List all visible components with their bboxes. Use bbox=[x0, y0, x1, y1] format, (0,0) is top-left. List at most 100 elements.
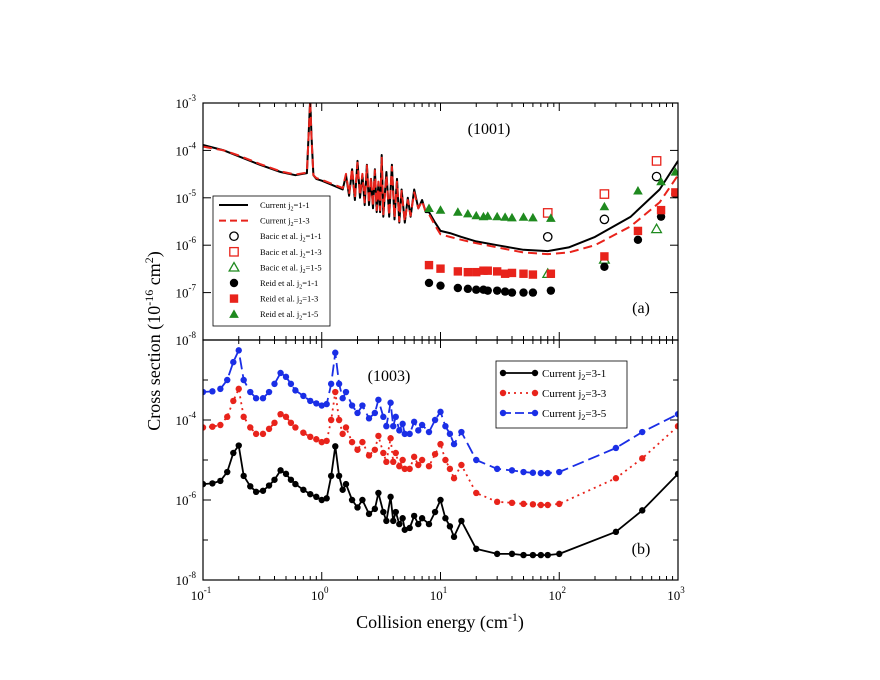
panel-b-data-point bbox=[287, 476, 295, 483]
panel-b-data-point bbox=[674, 410, 678, 418]
panel-a-data-point bbox=[633, 235, 643, 244]
panel-b-data-point bbox=[410, 453, 418, 461]
panel-b-data-point bbox=[365, 415, 373, 422]
panel-b-data-point bbox=[520, 468, 527, 476]
panel-b-data-point bbox=[224, 376, 231, 384]
panel-b-data-point bbox=[348, 496, 356, 504]
panel-b-data-point bbox=[203, 388, 207, 396]
panel-b-data-point bbox=[544, 501, 551, 509]
legend-label: Reid et al. j2=1-5 bbox=[260, 309, 318, 322]
panel-b-data-point bbox=[307, 397, 314, 405]
panel-b-data-point bbox=[217, 385, 224, 393]
panel-b-data-point bbox=[418, 456, 426, 464]
panel-b-data-point bbox=[359, 402, 366, 409]
panel-b-data-point bbox=[446, 523, 454, 530]
y-tick-label: 10-3 bbox=[176, 93, 197, 111]
legend-label: Bacic et al. j2=1-5 bbox=[260, 262, 322, 275]
panel-a-data-point bbox=[651, 171, 662, 182]
panel-b-label: (b) bbox=[632, 541, 651, 558]
panel-b-data-point bbox=[415, 520, 422, 528]
panel-b-data-point bbox=[437, 496, 444, 504]
panel-b-data-point bbox=[265, 425, 273, 433]
panel-b-data-point bbox=[335, 416, 343, 424]
panel-b-data-point bbox=[390, 458, 397, 466]
panel-b-data-point bbox=[458, 517, 465, 525]
panel-b-data-point bbox=[399, 420, 406, 428]
panel-b-data-point bbox=[235, 347, 242, 354]
panel-b-data-point bbox=[265, 482, 273, 489]
panel-a-data-point bbox=[528, 288, 538, 297]
panel-a-data-point bbox=[472, 285, 481, 294]
panel-b-data-point bbox=[354, 504, 361, 511]
legend-marker-sample bbox=[229, 309, 239, 318]
panel-a-legend-item-0: Current j2=1-1 bbox=[219, 200, 310, 213]
panel-a-data-point bbox=[482, 211, 493, 220]
panel-b-data-point bbox=[365, 510, 373, 518]
panel-b-data-point bbox=[217, 477, 224, 485]
panel-b-data-point bbox=[529, 551, 537, 559]
panel-b-data-point bbox=[259, 487, 267, 494]
panel-b-data-point bbox=[332, 443, 339, 450]
panel-b: 10-8 10-6 10-4 10-1 100 101 102 103 (1003) (b)… bbox=[176, 339, 685, 603]
panel-b-data-point bbox=[556, 500, 563, 508]
x-tick-label: 10-1 bbox=[191, 585, 212, 603]
panel-b-data-point bbox=[508, 467, 516, 474]
panel-a-data-point bbox=[599, 201, 610, 211]
panel-a-data-point bbox=[492, 211, 502, 221]
panel-b-data-point bbox=[240, 376, 247, 384]
panel-a-series-6 bbox=[424, 188, 678, 279]
legend-label: Reid et al. j2=1-1 bbox=[260, 278, 318, 291]
panel-a-data-point bbox=[492, 267, 502, 276]
panel-b-data-point bbox=[339, 486, 346, 493]
legend-label: Current j2=1-1 bbox=[260, 200, 310, 213]
panel-b-data-point bbox=[529, 501, 537, 508]
panel-a-legend-item-6: Reid et al. j2=1-3 bbox=[229, 294, 318, 306]
panel-b-data-point bbox=[473, 545, 480, 553]
panel-b-data-point bbox=[406, 430, 413, 438]
panel-b-data-point bbox=[437, 440, 444, 448]
panel-a-data-point bbox=[600, 252, 609, 261]
panel-b-data-point bbox=[282, 470, 290, 478]
panel-b-data-point bbox=[383, 517, 390, 525]
panel-b-data-point bbox=[371, 505, 379, 513]
x-tick-label: 101 bbox=[430, 585, 448, 603]
panel-b-data-point bbox=[380, 508, 387, 516]
panel-b-data-point bbox=[639, 455, 646, 462]
panel-b-data-point bbox=[442, 515, 449, 522]
panel-b-data-point bbox=[240, 472, 247, 480]
panel-b-data-point bbox=[639, 428, 646, 436]
panel-b-data-point bbox=[318, 402, 325, 409]
panel-b-data-point bbox=[247, 388, 254, 396]
legend-marker-sample bbox=[531, 389, 539, 397]
panel-a-data-point bbox=[436, 281, 445, 290]
panel-b-data-point bbox=[371, 446, 379, 453]
legend-marker-sample bbox=[499, 369, 507, 377]
legend-label: Current j2=3-1 bbox=[542, 368, 606, 382]
panel-b-data-point bbox=[300, 392, 307, 400]
panel-a-data-point bbox=[453, 207, 463, 216]
panel-b-data-point bbox=[520, 551, 527, 559]
panel-b-data-point bbox=[327, 416, 335, 424]
panel-b-data-point bbox=[313, 436, 320, 443]
panel-b-data-point bbox=[235, 385, 242, 393]
y-tick-label: 10-6 bbox=[176, 490, 197, 508]
panel-a-legend-item-5: Reid et al. j2=1-1 bbox=[229, 278, 318, 291]
panel-b-data-point bbox=[450, 440, 458, 448]
legend-marker-sample bbox=[531, 369, 539, 377]
panel-a-data-point bbox=[463, 284, 473, 294]
panel-b-data-point bbox=[390, 422, 397, 430]
panel-b-data-point bbox=[371, 409, 379, 417]
panel-b-legend: Current j2=3-1 Current j2=3-3 Current j2=3… bbox=[495, 360, 628, 429]
panel-a-legend: Current j2=1-1 Current j2=1-3 Bacic et al.… bbox=[212, 195, 331, 327]
panel-b-data-point bbox=[313, 400, 320, 407]
panel-b-data-point bbox=[277, 369, 284, 377]
panel-b-data-point bbox=[556, 550, 563, 558]
panel-b-data-point bbox=[300, 429, 307, 436]
panel-b-data-point bbox=[348, 438, 356, 446]
panel-b-data-point bbox=[473, 456, 480, 464]
panel-a-data-point bbox=[463, 267, 473, 277]
panel-b-data-point bbox=[508, 550, 516, 558]
panel-a-data-point bbox=[542, 208, 553, 218]
panel-b-data-point bbox=[230, 397, 237, 405]
panel-a-data-point bbox=[656, 176, 666, 186]
